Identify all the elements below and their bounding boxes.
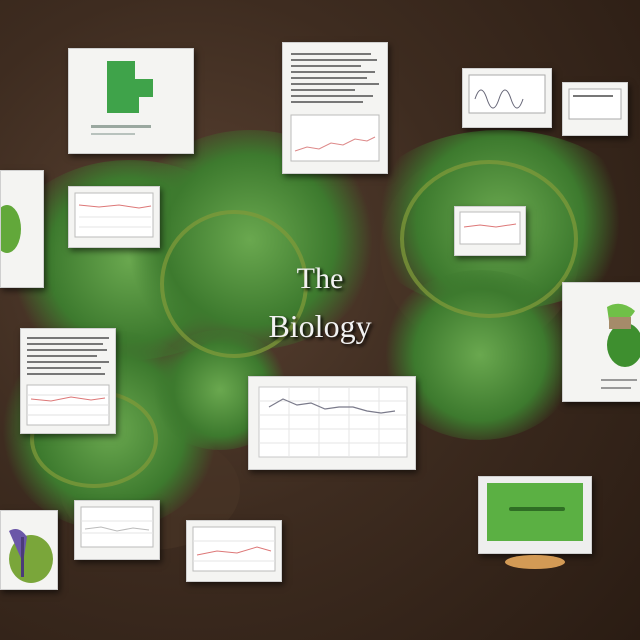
chart-card <box>454 206 526 256</box>
document-card <box>282 42 388 174</box>
flower-card <box>0 510 58 590</box>
vine <box>160 210 308 358</box>
vine <box>400 160 578 318</box>
table-chart-card <box>20 328 116 434</box>
title-line-1: The <box>296 262 344 295</box>
monitor-stand <box>504 552 566 570</box>
title-line-2: Biology <box>268 308 372 344</box>
plant-icon-card <box>68 48 194 154</box>
chart-card <box>74 500 160 560</box>
sketch-card <box>462 68 552 128</box>
chart-card <box>68 186 160 248</box>
chart-card <box>186 520 282 582</box>
plant-illustration-card <box>562 282 640 402</box>
leaf-card <box>0 170 44 288</box>
sketch-card <box>562 82 628 136</box>
monitor-screen <box>478 476 592 554</box>
line-chart-card <box>248 376 416 470</box>
